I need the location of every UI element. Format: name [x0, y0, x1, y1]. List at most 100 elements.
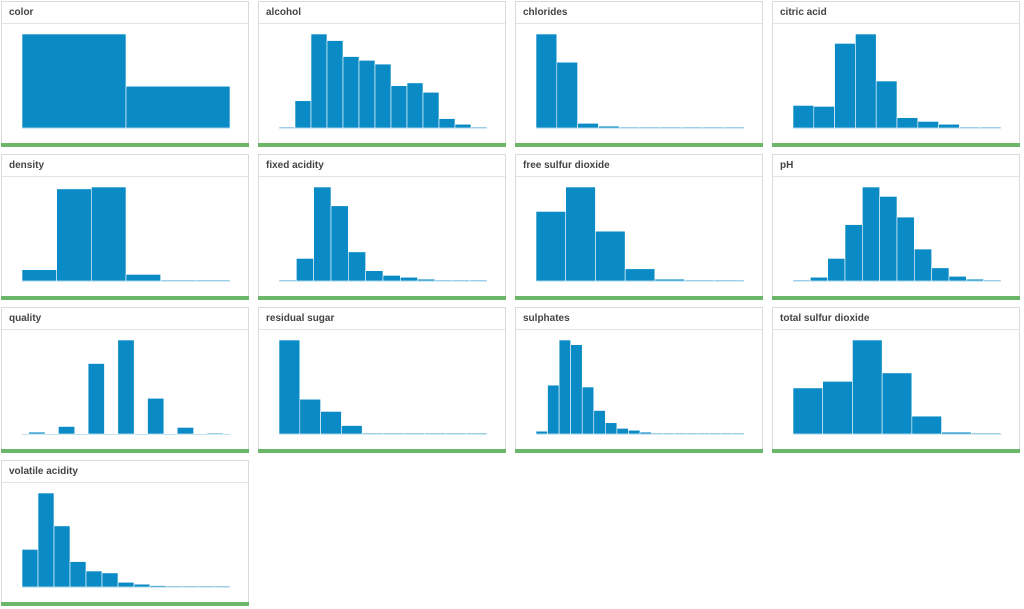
histogram-bar[interactable] — [406, 82, 424, 129]
histogram-bar[interactable] — [674, 432, 687, 435]
histogram-bar[interactable] — [598, 125, 620, 129]
histogram-bar[interactable] — [176, 427, 194, 435]
histogram-bar[interactable] — [855, 33, 877, 129]
histogram-bar[interactable] — [834, 43, 856, 129]
histogram-bar[interactable] — [117, 582, 135, 588]
histogram-bar[interactable] — [697, 432, 710, 435]
histogram-bar[interactable] — [827, 258, 846, 282]
histogram-bar[interactable] — [21, 549, 39, 588]
histogram-bar[interactable] — [979, 126, 1002, 129]
histogram-bar[interactable] — [37, 492, 55, 588]
histogram-bar[interactable] — [570, 344, 583, 435]
histogram-bar[interactable] — [914, 248, 932, 282]
histogram-bar[interactable] — [875, 80, 898, 129]
histogram-bar[interactable] — [844, 224, 863, 282]
histogram-bar[interactable] — [685, 432, 699, 435]
histogram-bar[interactable] — [577, 123, 599, 129]
histogram-bar[interactable] — [547, 384, 560, 435]
histogram-bar[interactable] — [732, 432, 745, 435]
histogram-bar[interactable] — [565, 186, 596, 282]
histogram-bar[interactable] — [792, 105, 815, 129]
histogram-bar[interactable] — [983, 279, 1002, 282]
histogram-bar[interactable] — [195, 279, 231, 282]
histogram-bar[interactable] — [654, 278, 685, 282]
histogram-bar[interactable] — [556, 61, 578, 129]
histogram-bar[interactable] — [681, 126, 703, 129]
histogram-bar[interactable] — [278, 126, 296, 129]
histogram-bar[interactable] — [651, 432, 664, 435]
histogram-bar[interactable] — [581, 386, 595, 435]
histogram-bar[interactable] — [278, 339, 301, 435]
histogram-bar[interactable] — [660, 126, 682, 129]
histogram-bar[interactable] — [400, 276, 418, 282]
histogram-bar[interactable] — [117, 339, 135, 435]
histogram-bar[interactable] — [206, 432, 224, 435]
histogram-bar[interactable] — [21, 269, 57, 282]
histogram-bar[interactable] — [417, 278, 436, 282]
histogram-bar[interactable] — [213, 585, 231, 588]
histogram-bar[interactable] — [58, 426, 76, 435]
histogram-bar[interactable] — [424, 432, 446, 435]
histogram-bar[interactable] — [296, 258, 314, 282]
histogram-bar[interactable] — [595, 230, 626, 282]
histogram-bar[interactable] — [959, 126, 981, 129]
histogram-bar[interactable] — [628, 429, 641, 435]
histogram-bar[interactable] — [320, 411, 342, 435]
histogram-bar[interactable] — [852, 339, 883, 435]
histogram-bar[interactable] — [165, 585, 183, 588]
histogram-bar[interactable] — [310, 33, 328, 129]
histogram-bar[interactable] — [966, 278, 984, 282]
histogram-bar[interactable] — [341, 425, 363, 435]
histogram-bar[interactable] — [535, 33, 558, 129]
histogram-bar[interactable] — [438, 118, 456, 129]
histogram-bar[interactable] — [21, 33, 127, 129]
histogram-bar[interactable] — [160, 279, 196, 282]
histogram-bar[interactable] — [348, 251, 366, 282]
histogram-bar[interactable] — [558, 339, 571, 435]
histogram-bar[interactable] — [911, 415, 942, 435]
histogram-bar[interactable] — [85, 570, 103, 588]
histogram-bar[interactable] — [639, 126, 662, 129]
histogram-bar[interactable] — [358, 60, 376, 129]
histogram-bar[interactable] — [365, 270, 384, 282]
histogram-bar[interactable] — [662, 432, 675, 435]
histogram-bar[interactable] — [147, 397, 165, 435]
histogram-bar[interactable] — [382, 275, 401, 282]
histogram-bar[interactable] — [278, 279, 297, 282]
histogram-bar[interactable] — [390, 85, 408, 129]
histogram-bar[interactable] — [879, 196, 898, 282]
histogram-bar[interactable] — [702, 126, 724, 129]
histogram-bar[interactable] — [810, 276, 828, 282]
histogram-bar[interactable] — [722, 126, 745, 129]
histogram-bar[interactable] — [125, 274, 161, 282]
histogram-bar[interactable] — [720, 432, 733, 435]
histogram-bar[interactable] — [948, 276, 967, 282]
histogram-bar[interactable] — [445, 432, 467, 435]
histogram-bar[interactable] — [593, 410, 606, 435]
histogram-bar[interactable] — [896, 117, 919, 129]
histogram-bar[interactable] — [896, 216, 915, 282]
histogram-bar[interactable] — [618, 126, 641, 129]
histogram-bar[interactable] — [56, 188, 92, 282]
histogram-bar[interactable] — [535, 211, 567, 282]
histogram-bar[interactable] — [605, 422, 618, 435]
histogram-bar[interactable] — [125, 85, 231, 129]
histogram-bar[interactable] — [713, 279, 745, 282]
histogram-bar[interactable] — [469, 279, 488, 282]
histogram-bar[interactable] — [624, 268, 656, 282]
histogram-bar[interactable] — [403, 432, 425, 435]
histogram-bar[interactable] — [87, 363, 105, 435]
histogram-bar[interactable] — [616, 428, 629, 435]
histogram-bar[interactable] — [931, 267, 950, 282]
histogram-bar[interactable] — [294, 100, 312, 129]
histogram-bar[interactable] — [792, 279, 811, 282]
histogram-bar[interactable] — [422, 91, 440, 129]
histogram-bar[interactable] — [330, 205, 349, 282]
histogram-bar[interactable] — [465, 432, 488, 435]
histogram-bar[interactable] — [709, 432, 722, 435]
histogram-bar[interactable] — [197, 585, 215, 588]
histogram-bar[interactable] — [91, 186, 127, 282]
histogram-bar[interactable] — [917, 121, 939, 129]
histogram-bar[interactable] — [684, 279, 715, 282]
histogram-bar[interactable] — [938, 123, 960, 129]
